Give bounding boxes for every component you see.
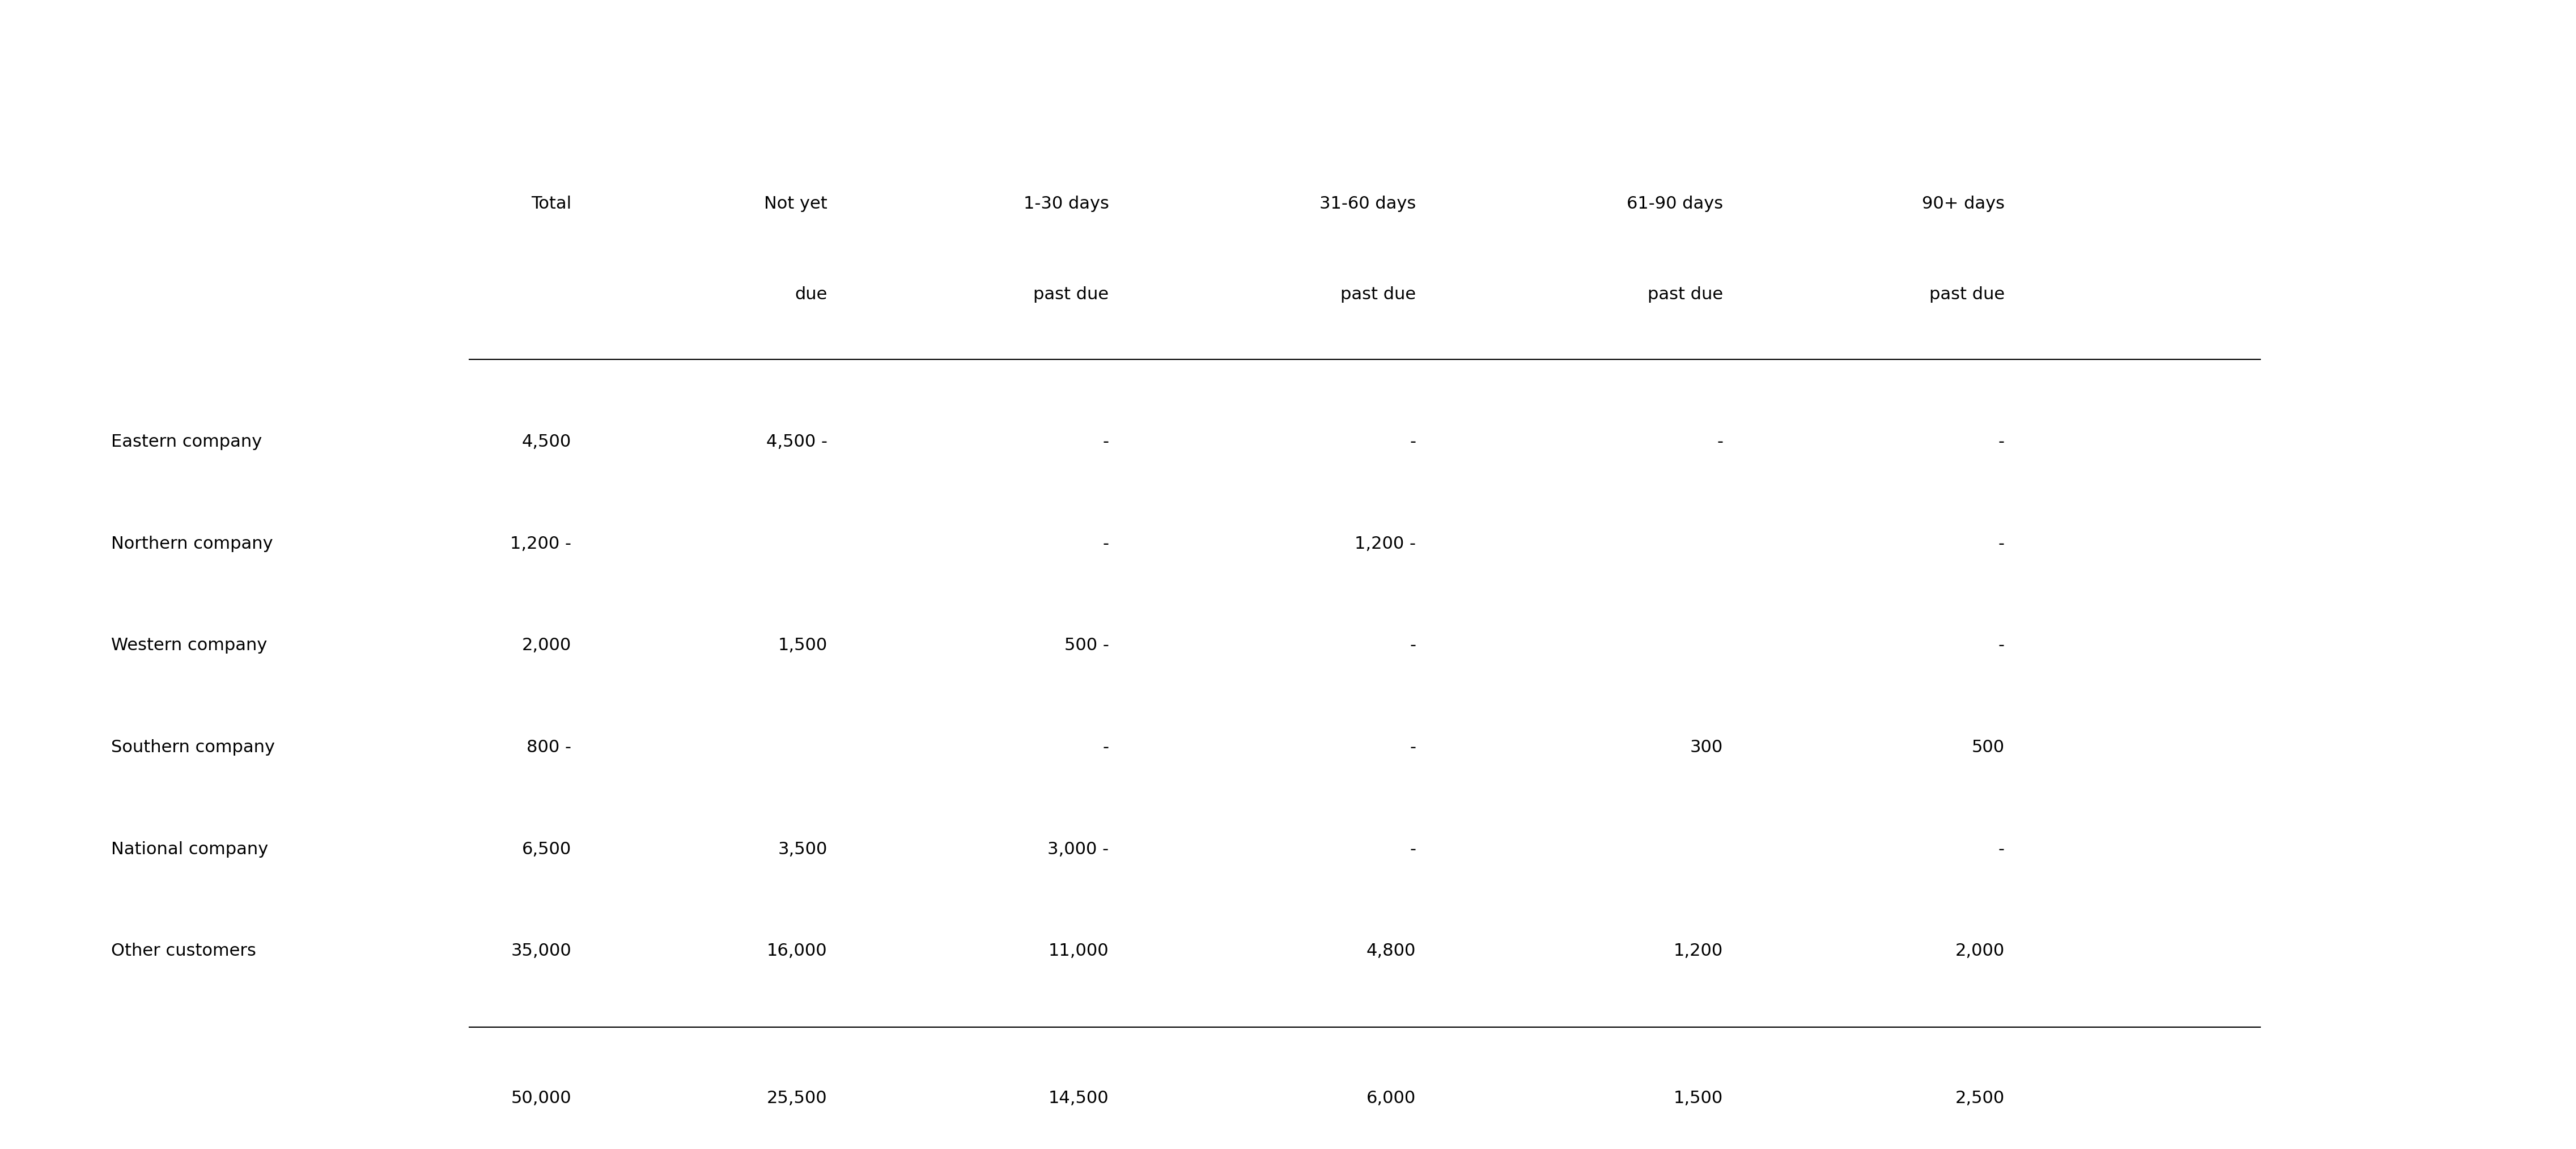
- Text: 500 -: 500 -: [1064, 638, 1108, 654]
- Text: -: -: [1999, 841, 2004, 857]
- Text: -: -: [1409, 739, 1417, 756]
- Text: 1,200 -: 1,200 -: [1355, 535, 1417, 552]
- Text: 1,500: 1,500: [778, 638, 827, 654]
- Text: 6,500: 6,500: [523, 841, 572, 857]
- Text: -: -: [1716, 433, 1723, 450]
- Text: 11,000: 11,000: [1048, 943, 1108, 959]
- Text: past due: past due: [1340, 286, 1417, 303]
- Text: National company: National company: [111, 841, 268, 857]
- Text: 1-30 days: 1-30 days: [1023, 195, 1108, 213]
- Text: Northern company: Northern company: [111, 535, 273, 552]
- Text: 4,800: 4,800: [1365, 943, 1417, 959]
- Text: -: -: [1103, 535, 1108, 552]
- Text: 25,500: 25,500: [768, 1090, 827, 1106]
- Text: -: -: [1103, 739, 1108, 756]
- Text: -: -: [1409, 433, 1417, 450]
- Text: 3,000 -: 3,000 -: [1048, 841, 1108, 857]
- Text: 61-90 days: 61-90 days: [1625, 195, 1723, 213]
- Text: 16,000: 16,000: [768, 943, 827, 959]
- Text: Not yet: Not yet: [765, 195, 827, 213]
- Text: 2,000: 2,000: [523, 638, 572, 654]
- Text: 35,000: 35,000: [510, 943, 572, 959]
- Text: 4,500: 4,500: [523, 433, 572, 450]
- Text: Total: Total: [531, 195, 572, 213]
- Text: 300: 300: [1690, 739, 1723, 756]
- Text: 1,200: 1,200: [1674, 943, 1723, 959]
- Text: -: -: [1999, 433, 2004, 450]
- Text: 2,500: 2,500: [1955, 1090, 2004, 1106]
- Text: 800 -: 800 -: [526, 739, 572, 756]
- Text: 1,200 -: 1,200 -: [510, 535, 572, 552]
- Text: 1,500: 1,500: [1674, 1090, 1723, 1106]
- Text: Eastern company: Eastern company: [111, 433, 263, 450]
- Text: 90+ days: 90+ days: [1922, 195, 2004, 213]
- Text: Western company: Western company: [111, 638, 268, 654]
- Text: past due: past due: [1929, 286, 2004, 303]
- Text: 14,500: 14,500: [1048, 1090, 1108, 1106]
- Text: -: -: [1103, 433, 1108, 450]
- Text: -: -: [1409, 638, 1417, 654]
- Text: -: -: [1409, 841, 1417, 857]
- Text: 3,500: 3,500: [778, 841, 827, 857]
- Text: -: -: [1999, 638, 2004, 654]
- Text: -: -: [1999, 535, 2004, 552]
- Text: Southern company: Southern company: [111, 739, 276, 756]
- Text: 4,500 -: 4,500 -: [765, 433, 827, 450]
- Text: 50,000: 50,000: [510, 1090, 572, 1106]
- Text: 31-60 days: 31-60 days: [1319, 195, 1417, 213]
- Text: past due: past due: [1033, 286, 1108, 303]
- Text: Other customers: Other customers: [111, 943, 255, 959]
- Text: due: due: [796, 286, 827, 303]
- Text: 2,000: 2,000: [1955, 943, 2004, 959]
- Text: 6,000: 6,000: [1365, 1090, 1417, 1106]
- Text: past due: past due: [1649, 286, 1723, 303]
- Text: 500: 500: [1971, 739, 2004, 756]
